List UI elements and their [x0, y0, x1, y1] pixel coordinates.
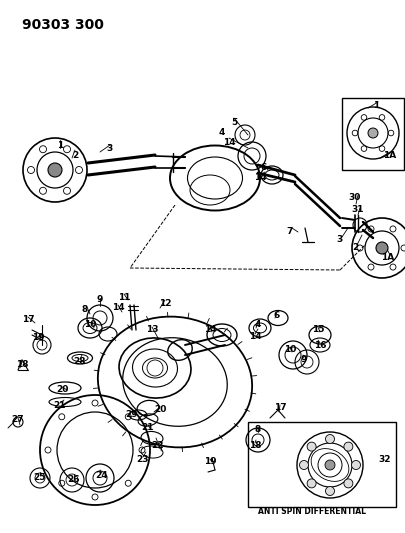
Text: 31: 31 — [351, 206, 363, 214]
Text: 21: 21 — [53, 401, 66, 410]
Text: 1: 1 — [372, 101, 378, 109]
Text: 26: 26 — [68, 475, 80, 484]
Text: 15: 15 — [311, 326, 324, 335]
Circle shape — [375, 242, 387, 254]
Text: 18: 18 — [16, 360, 28, 369]
Text: 20: 20 — [153, 406, 166, 415]
Text: 21: 21 — [141, 424, 154, 432]
Text: 11: 11 — [117, 293, 130, 302]
Text: 14: 14 — [222, 138, 235, 147]
Text: 19: 19 — [32, 334, 44, 343]
Text: 20: 20 — [55, 385, 68, 394]
Text: 9: 9 — [96, 295, 103, 304]
Text: 30: 30 — [348, 193, 360, 203]
Text: 27: 27 — [12, 416, 24, 424]
Text: 12: 12 — [158, 298, 171, 308]
Text: 6: 6 — [260, 164, 266, 173]
Text: 14: 14 — [203, 326, 216, 335]
Text: 17: 17 — [273, 403, 286, 413]
Bar — [341, 98, 403, 170]
Text: 14: 14 — [248, 333, 261, 342]
Text: 1A: 1A — [380, 254, 394, 262]
Bar — [247, 422, 395, 507]
Text: 24: 24 — [96, 472, 108, 481]
Circle shape — [299, 461, 308, 470]
Text: 7: 7 — [286, 228, 292, 237]
Text: 2: 2 — [351, 244, 357, 253]
Text: 9: 9 — [300, 356, 307, 365]
Text: 17: 17 — [21, 316, 34, 325]
Text: 8: 8 — [82, 305, 88, 314]
Circle shape — [343, 442, 352, 451]
Text: 3: 3 — [336, 236, 342, 245]
Text: 1: 1 — [57, 141, 63, 149]
Text: 32: 32 — [378, 456, 390, 464]
Circle shape — [48, 163, 62, 177]
Text: 19: 19 — [203, 457, 216, 466]
Text: 18: 18 — [248, 441, 260, 450]
Circle shape — [367, 128, 377, 138]
Text: 4: 4 — [254, 320, 260, 329]
Text: 22: 22 — [151, 441, 164, 450]
Text: 6: 6 — [273, 311, 279, 319]
Circle shape — [306, 442, 315, 451]
Text: 13: 13 — [145, 326, 158, 335]
Text: 16: 16 — [313, 342, 326, 351]
Text: 8: 8 — [254, 425, 260, 434]
Text: 5: 5 — [230, 117, 237, 126]
Text: 29: 29 — [126, 410, 138, 419]
Circle shape — [343, 479, 352, 488]
Text: 14: 14 — [253, 174, 266, 182]
Circle shape — [325, 434, 334, 443]
Circle shape — [325, 487, 334, 496]
Text: 1A: 1A — [382, 150, 396, 159]
Text: 4: 4 — [218, 127, 225, 136]
Text: 10: 10 — [283, 345, 296, 354]
Circle shape — [306, 479, 315, 488]
Text: 28: 28 — [74, 358, 86, 367]
Text: 3: 3 — [107, 143, 113, 152]
Circle shape — [324, 460, 334, 470]
Text: 90303 300: 90303 300 — [22, 18, 104, 32]
Circle shape — [351, 461, 360, 470]
Text: 14: 14 — [111, 303, 124, 312]
Text: 10: 10 — [83, 320, 96, 329]
Text: 23: 23 — [136, 456, 149, 464]
Text: 2: 2 — [72, 150, 78, 159]
Text: ANTI SPIN DIFFERENTIAL: ANTI SPIN DIFFERENTIAL — [257, 507, 365, 516]
Text: 25: 25 — [34, 473, 46, 482]
